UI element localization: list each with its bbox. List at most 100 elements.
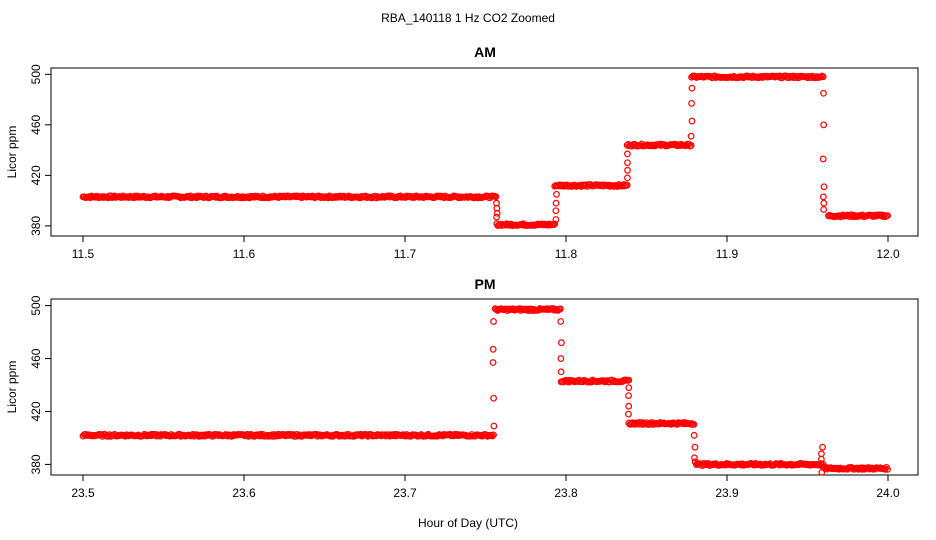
data-point [489, 345, 497, 353]
x-tick-label: 23.6 [232, 486, 256, 500]
data-point [690, 431, 698, 439]
data-point [700, 459, 708, 467]
data-points-pm [79, 305, 891, 476]
panel-pm: PM Licor ppm 23.5 23.6 23.7 23.8 23.9 24.0 38… [5, 276, 919, 500]
data-point [819, 73, 827, 81]
data-point [820, 199, 828, 207]
data-point [624, 159, 631, 167]
data-point [82, 431, 89, 438]
data-point [625, 410, 632, 418]
panel-title-pm: PM [475, 276, 496, 292]
data-point [819, 193, 827, 201]
y-axis-pm: 380 420 460 500 [29, 295, 51, 474]
data-point [489, 359, 497, 366]
y-tick-label: 460 [29, 348, 43, 368]
data-point [492, 193, 500, 201]
data-point [493, 199, 500, 207]
data-point [618, 182, 626, 190]
data-point [490, 431, 497, 439]
panel-title-am: AM [474, 44, 496, 60]
data-point [623, 181, 631, 189]
plot-frame-pm [50, 298, 919, 476]
data-point [838, 212, 846, 220]
data-point [556, 305, 564, 313]
x-tick-label: 11.6 [233, 247, 256, 261]
y-axis-label-am: Licor ppm [5, 126, 19, 179]
x-tick-label: 24.0 [876, 486, 900, 500]
x-tick-label: 11.9 [716, 247, 739, 261]
data-point [688, 117, 696, 125]
data-point [387, 432, 395, 439]
plot-frame-am [50, 67, 919, 237]
data-point [817, 73, 825, 81]
y-tick-label: 460 [29, 115, 43, 135]
data-point [551, 220, 559, 228]
y-axis-am: 380 420 460 500 [29, 64, 51, 236]
data-point [98, 193, 106, 200]
data-point [624, 174, 631, 182]
data-point [820, 121, 828, 129]
y-axis-label-pm: Licor ppm [5, 361, 19, 414]
data-point [819, 155, 827, 163]
y-tick-label: 380 [29, 216, 43, 236]
x-tick-label: 23.9 [715, 486, 739, 500]
x-axis-am: 11.5 11.6 11.7 11.8 11.9 12.0 [72, 236, 900, 261]
data-point [625, 384, 633, 392]
data-point [284, 430, 292, 438]
data-point [860, 464, 867, 472]
data-point [884, 465, 891, 473]
data-point [642, 420, 650, 428]
data-point [552, 207, 560, 215]
data-point [557, 355, 565, 362]
data-point [687, 132, 695, 140]
y-tick-label: 380 [29, 454, 43, 474]
data-point [690, 420, 698, 428]
data-point [879, 213, 887, 220]
y-tick-label: 420 [29, 165, 43, 185]
data-point [125, 194, 133, 201]
data-point [553, 190, 560, 198]
panel-am: AM Licor ppm 11.5 11.6 11.7 11.8 11.9 12.0 38… [5, 44, 919, 261]
data-point [624, 166, 631, 174]
x-tick-label: 23.8 [554, 486, 578, 500]
data-point [557, 339, 565, 347]
data-point [104, 432, 112, 440]
data-point [552, 216, 560, 223]
data-point [687, 142, 695, 149]
data-point [819, 443, 826, 451]
data-point [447, 432, 455, 440]
data-point [552, 199, 560, 207]
data-points-am [79, 72, 891, 230]
x-tick-label: 23.7 [393, 486, 417, 500]
figure-title: RBA_140118 1 Hz CO2 Zoomed [381, 11, 555, 25]
x-tick-label: 12.0 [876, 247, 900, 261]
data-point [691, 443, 699, 451]
x-tick-label: 11.5 [72, 247, 95, 261]
data-point [294, 432, 302, 440]
data-point [818, 468, 826, 476]
data-point [625, 392, 632, 400]
data-point [820, 206, 828, 213]
data-point [688, 99, 695, 107]
x-tick-label: 11.7 [394, 247, 417, 261]
data-point [574, 378, 582, 385]
x-axis-pm: 23.5 23.6 23.7 23.8 23.9 24.0 [71, 475, 900, 500]
data-point [194, 192, 202, 200]
data-point [656, 140, 664, 148]
data-point [625, 402, 633, 410]
data-point [493, 213, 500, 221]
data-point [490, 422, 498, 430]
data-point [557, 368, 565, 376]
data-point [884, 212, 891, 220]
data-point [820, 89, 827, 97]
data-point [490, 318, 497, 325]
x-tick-label: 23.5 [71, 486, 95, 500]
data-point [817, 455, 825, 463]
data-point [625, 376, 633, 384]
data-point [271, 432, 279, 440]
y-tick-label: 420 [29, 401, 43, 421]
data-point [199, 432, 206, 440]
data-point [624, 150, 631, 158]
data-point [820, 183, 828, 191]
